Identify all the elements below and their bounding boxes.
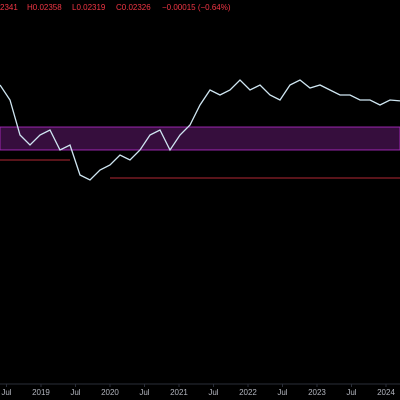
header-low: L0.02319 xyxy=(72,3,106,12)
header-change: −0.00015 (−0.64%) xyxy=(162,3,231,12)
header-close: C0.02326 xyxy=(116,3,151,12)
x-tick-label: Jul xyxy=(70,388,80,397)
header-high: H0.02358 xyxy=(27,3,62,12)
x-tick-label: Jul xyxy=(346,388,356,397)
x-tick-label: 2024 xyxy=(377,388,395,397)
x-tick-label: 2019 xyxy=(32,388,50,397)
zone xyxy=(0,126,400,151)
x-tick-label: Jul xyxy=(208,388,218,397)
x-tick-label: 2022 xyxy=(239,388,257,397)
x-tick-label: 2021 xyxy=(170,388,188,397)
header-open: 2341 xyxy=(0,3,18,12)
x-tick-label: Jul xyxy=(1,388,11,397)
price-line xyxy=(0,79,400,181)
x-tick-label: 2020 xyxy=(101,388,119,397)
x-tick-label: Jul xyxy=(139,388,149,397)
x-tick-label: Jul xyxy=(277,388,287,397)
x-tick-label: 2023 xyxy=(308,388,326,397)
